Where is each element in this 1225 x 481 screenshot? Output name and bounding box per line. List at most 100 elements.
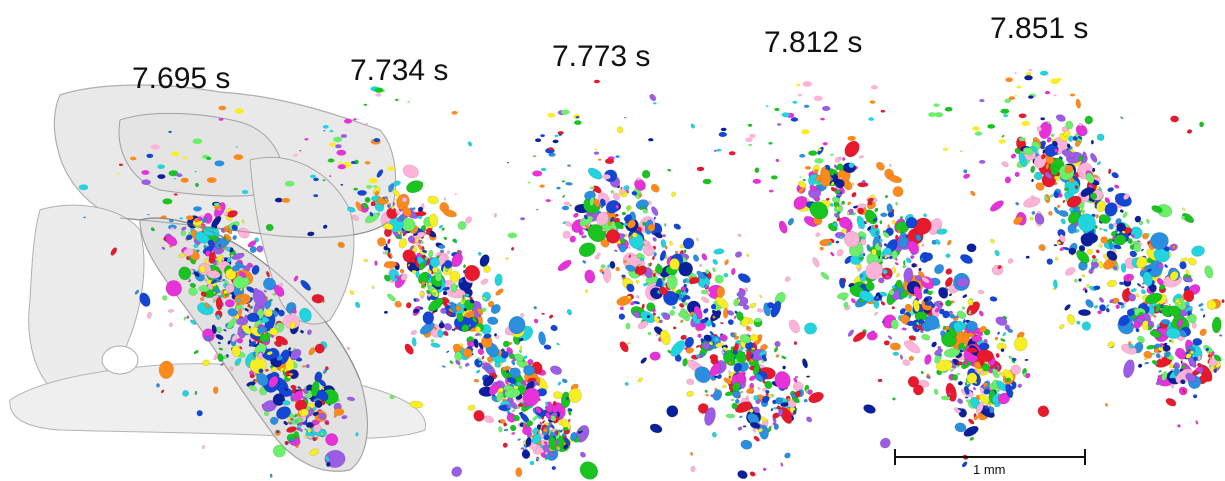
particle <box>1074 278 1078 283</box>
particle <box>1136 282 1142 287</box>
particle <box>847 135 856 141</box>
particle <box>682 302 689 306</box>
particle <box>1120 116 1124 120</box>
particle <box>268 375 279 388</box>
particle <box>1000 338 1006 342</box>
particle <box>1028 68 1033 72</box>
particle <box>777 123 782 126</box>
particle <box>1031 211 1036 215</box>
particle <box>304 138 309 141</box>
particle <box>320 431 324 436</box>
particle <box>355 432 359 437</box>
particle <box>554 134 559 137</box>
particle <box>252 378 256 382</box>
particle <box>160 389 165 394</box>
particle <box>725 413 736 419</box>
particle <box>507 232 518 239</box>
particle <box>321 401 326 406</box>
particle <box>236 317 249 326</box>
particle <box>1013 336 1028 352</box>
particle <box>218 243 222 248</box>
particle <box>641 169 651 179</box>
particle <box>346 396 356 402</box>
particle <box>1062 199 1066 204</box>
particle <box>173 193 178 196</box>
particle <box>204 335 211 341</box>
particle <box>147 214 150 216</box>
particle <box>231 334 238 343</box>
particle <box>768 142 773 145</box>
particle <box>239 287 243 292</box>
particle <box>989 200 1004 212</box>
particle <box>680 319 684 324</box>
particle <box>453 326 459 330</box>
particle <box>185 215 194 220</box>
particle <box>517 438 521 441</box>
particle <box>410 329 417 336</box>
particle <box>658 319 663 324</box>
particle <box>822 106 831 111</box>
particle <box>1034 213 1045 225</box>
particle <box>820 117 825 121</box>
particle <box>664 223 667 227</box>
particle-cluster-2 <box>274 86 629 480</box>
particle <box>511 409 516 413</box>
particle <box>619 306 624 311</box>
particle <box>920 370 924 375</box>
particle <box>804 166 811 170</box>
scale-bar-label: 1 mm <box>973 462 1006 477</box>
particle <box>276 430 280 434</box>
particle <box>311 293 325 304</box>
particle <box>960 150 963 152</box>
particle <box>562 194 566 198</box>
particle <box>961 461 968 468</box>
particle <box>774 340 781 348</box>
particle <box>895 234 899 242</box>
particle <box>737 426 743 431</box>
particle <box>921 243 925 247</box>
particle <box>141 179 151 185</box>
particle <box>667 168 672 172</box>
particle <box>463 264 467 269</box>
particle <box>182 390 190 397</box>
particle <box>787 217 795 226</box>
particle <box>830 153 834 156</box>
particle <box>322 125 329 129</box>
particle <box>780 462 784 467</box>
particle <box>241 219 245 224</box>
particle <box>690 465 696 473</box>
particle <box>1015 201 1020 206</box>
particle <box>443 197 447 201</box>
particle <box>733 315 737 320</box>
particle <box>773 346 779 353</box>
particle <box>1114 184 1120 189</box>
particle <box>1218 334 1223 337</box>
particle <box>972 387 977 391</box>
particle <box>276 325 280 330</box>
particle <box>354 301 361 309</box>
particle <box>223 225 230 233</box>
particle <box>283 420 288 426</box>
particle <box>333 407 345 416</box>
particle <box>204 302 210 309</box>
particle <box>892 186 904 198</box>
particle <box>549 314 554 319</box>
particle <box>812 257 820 268</box>
particle <box>892 397 896 401</box>
particle <box>613 249 618 253</box>
particle <box>180 177 189 183</box>
particle <box>182 156 188 160</box>
particle <box>843 301 849 309</box>
particle <box>256 373 269 387</box>
particle <box>582 260 587 264</box>
particle <box>1053 244 1058 247</box>
particle <box>886 203 893 213</box>
particle <box>637 377 644 383</box>
particle <box>970 190 976 197</box>
particle <box>858 155 865 159</box>
particle <box>1111 172 1119 179</box>
particle <box>660 239 667 248</box>
particle <box>797 93 802 97</box>
particle <box>518 349 523 353</box>
particle <box>979 99 985 103</box>
